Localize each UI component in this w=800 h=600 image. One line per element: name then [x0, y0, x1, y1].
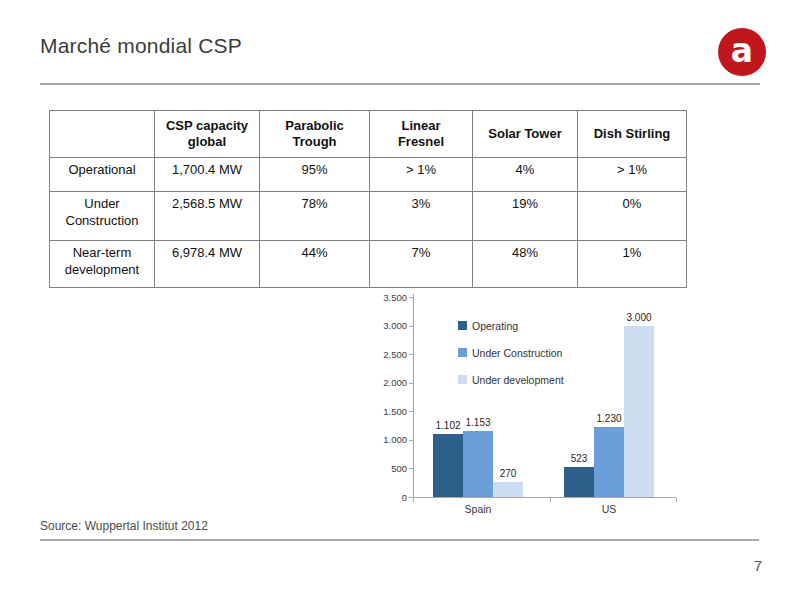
bar-under-construction-spain: [463, 431, 493, 497]
y-axis-tick: [409, 297, 414, 298]
column-header-csp-capacity-global: CSP capacity global: [155, 111, 260, 158]
csp-capacity-table: CSP capacity global Parabolic Trough Lin…: [49, 110, 687, 288]
bar-operating-spain: [433, 434, 463, 497]
title-divider: [40, 83, 760, 85]
bar-value-label: 1.153: [456, 417, 500, 428]
row-label: Near-term development: [50, 241, 155, 288]
table-cell: 1,700.4 MW: [155, 158, 260, 192]
y-axis-tick-label: 1.000: [373, 434, 407, 445]
logo-letter-a: a: [731, 34, 753, 70]
x-axis-tick: [550, 498, 551, 502]
x-axis-tick: [676, 498, 677, 502]
page-number: 7: [754, 557, 762, 574]
legend-swatch-icon: [458, 321, 467, 330]
y-axis-tick: [409, 354, 414, 355]
column-header-blank: [50, 111, 155, 158]
table-row-operational: Operational 1,700.4 MW 95% > 1% 4% > 1%: [50, 158, 687, 192]
x-axis-category-label: Spain: [443, 503, 513, 515]
column-header-solar-tower: Solar Tower: [473, 111, 578, 158]
csp-bar-chart: 05001.0001.5002.0002.5003.0003.5001.1025…: [373, 290, 698, 525]
table-cell: 78%: [260, 192, 370, 241]
y-axis-tick: [409, 440, 414, 441]
bar-under-development-spain: [493, 482, 523, 497]
footer-divider: [40, 539, 759, 541]
x-axis-category-label: US: [574, 503, 644, 515]
y-axis-line: [413, 294, 414, 497]
legend-item: Under Construction: [458, 346, 564, 359]
y-axis-tick-label: 500: [373, 463, 407, 474]
y-axis-tick-label: 0: [373, 492, 407, 503]
column-header-dish-stirling: Dish Stirling: [578, 111, 687, 158]
source-note: Source: Wuppertal Institut 2012: [40, 519, 208, 533]
y-axis-tick-label: 1.500: [373, 406, 407, 417]
table-cell: 6,978.4 MW: [155, 241, 260, 288]
y-axis-tick: [409, 411, 414, 412]
legend-label: Under development: [472, 374, 564, 386]
x-axis-line: [413, 497, 676, 498]
legend-label: Operating: [472, 320, 518, 332]
table-cell: 95%: [260, 158, 370, 192]
slide-title: Marché mondial CSP: [40, 34, 242, 58]
bar-value-label: 3.000: [617, 312, 661, 323]
bar-operating-us: [564, 467, 594, 497]
table-cell: 2,568.5 MW: [155, 192, 260, 241]
table-cell: 7%: [370, 241, 473, 288]
legend-swatch-icon: [458, 375, 467, 384]
y-axis-tick: [409, 326, 414, 327]
row-label: Operational: [50, 158, 155, 192]
table-cell: 0%: [578, 192, 687, 241]
bar-value-label: 270: [486, 468, 530, 479]
chart-legend: Operating Under Construction Under develop…: [458, 319, 564, 400]
company-logo: a: [718, 28, 766, 76]
table-cell: 19%: [473, 192, 578, 241]
column-header-linear-fresnel: Linear Fresnel: [370, 111, 473, 158]
table-row-near-term-development: Near-term development 6,978.4 MW 44% 7% …: [50, 241, 687, 288]
row-label: Under Construction: [50, 192, 155, 241]
legend-item: Under development: [458, 373, 564, 386]
table-cell: 48%: [473, 241, 578, 288]
table-cell: 3%: [370, 192, 473, 241]
y-axis-tick-label: 2.500: [373, 349, 407, 360]
table-cell: 1%: [578, 241, 687, 288]
legend-label: Under Construction: [472, 347, 562, 359]
y-axis-tick: [409, 383, 414, 384]
legend-item: Operating: [458, 319, 564, 332]
table-cell: > 1%: [578, 158, 687, 192]
y-axis-tick-label: 3.000: [373, 320, 407, 331]
column-header-parabolic-trough: Parabolic Trough: [260, 111, 370, 158]
table-cell: > 1%: [370, 158, 473, 192]
y-axis-tick-label: 3.500: [373, 292, 407, 303]
y-axis-tick-label: 2.000: [373, 377, 407, 388]
table-row-under-construction: Under Construction 2,568.5 MW 78% 3% 19%…: [50, 192, 687, 241]
bar-under-construction-us: [594, 427, 624, 497]
table-cell: 4%: [473, 158, 578, 192]
table-header-row: CSP capacity global Parabolic Trough Lin…: [50, 111, 687, 158]
bar-under-development-us: [624, 326, 654, 497]
table-cell: 44%: [260, 241, 370, 288]
legend-swatch-icon: [458, 348, 467, 357]
x-axis-tick: [413, 498, 414, 502]
y-axis-tick: [409, 468, 414, 469]
